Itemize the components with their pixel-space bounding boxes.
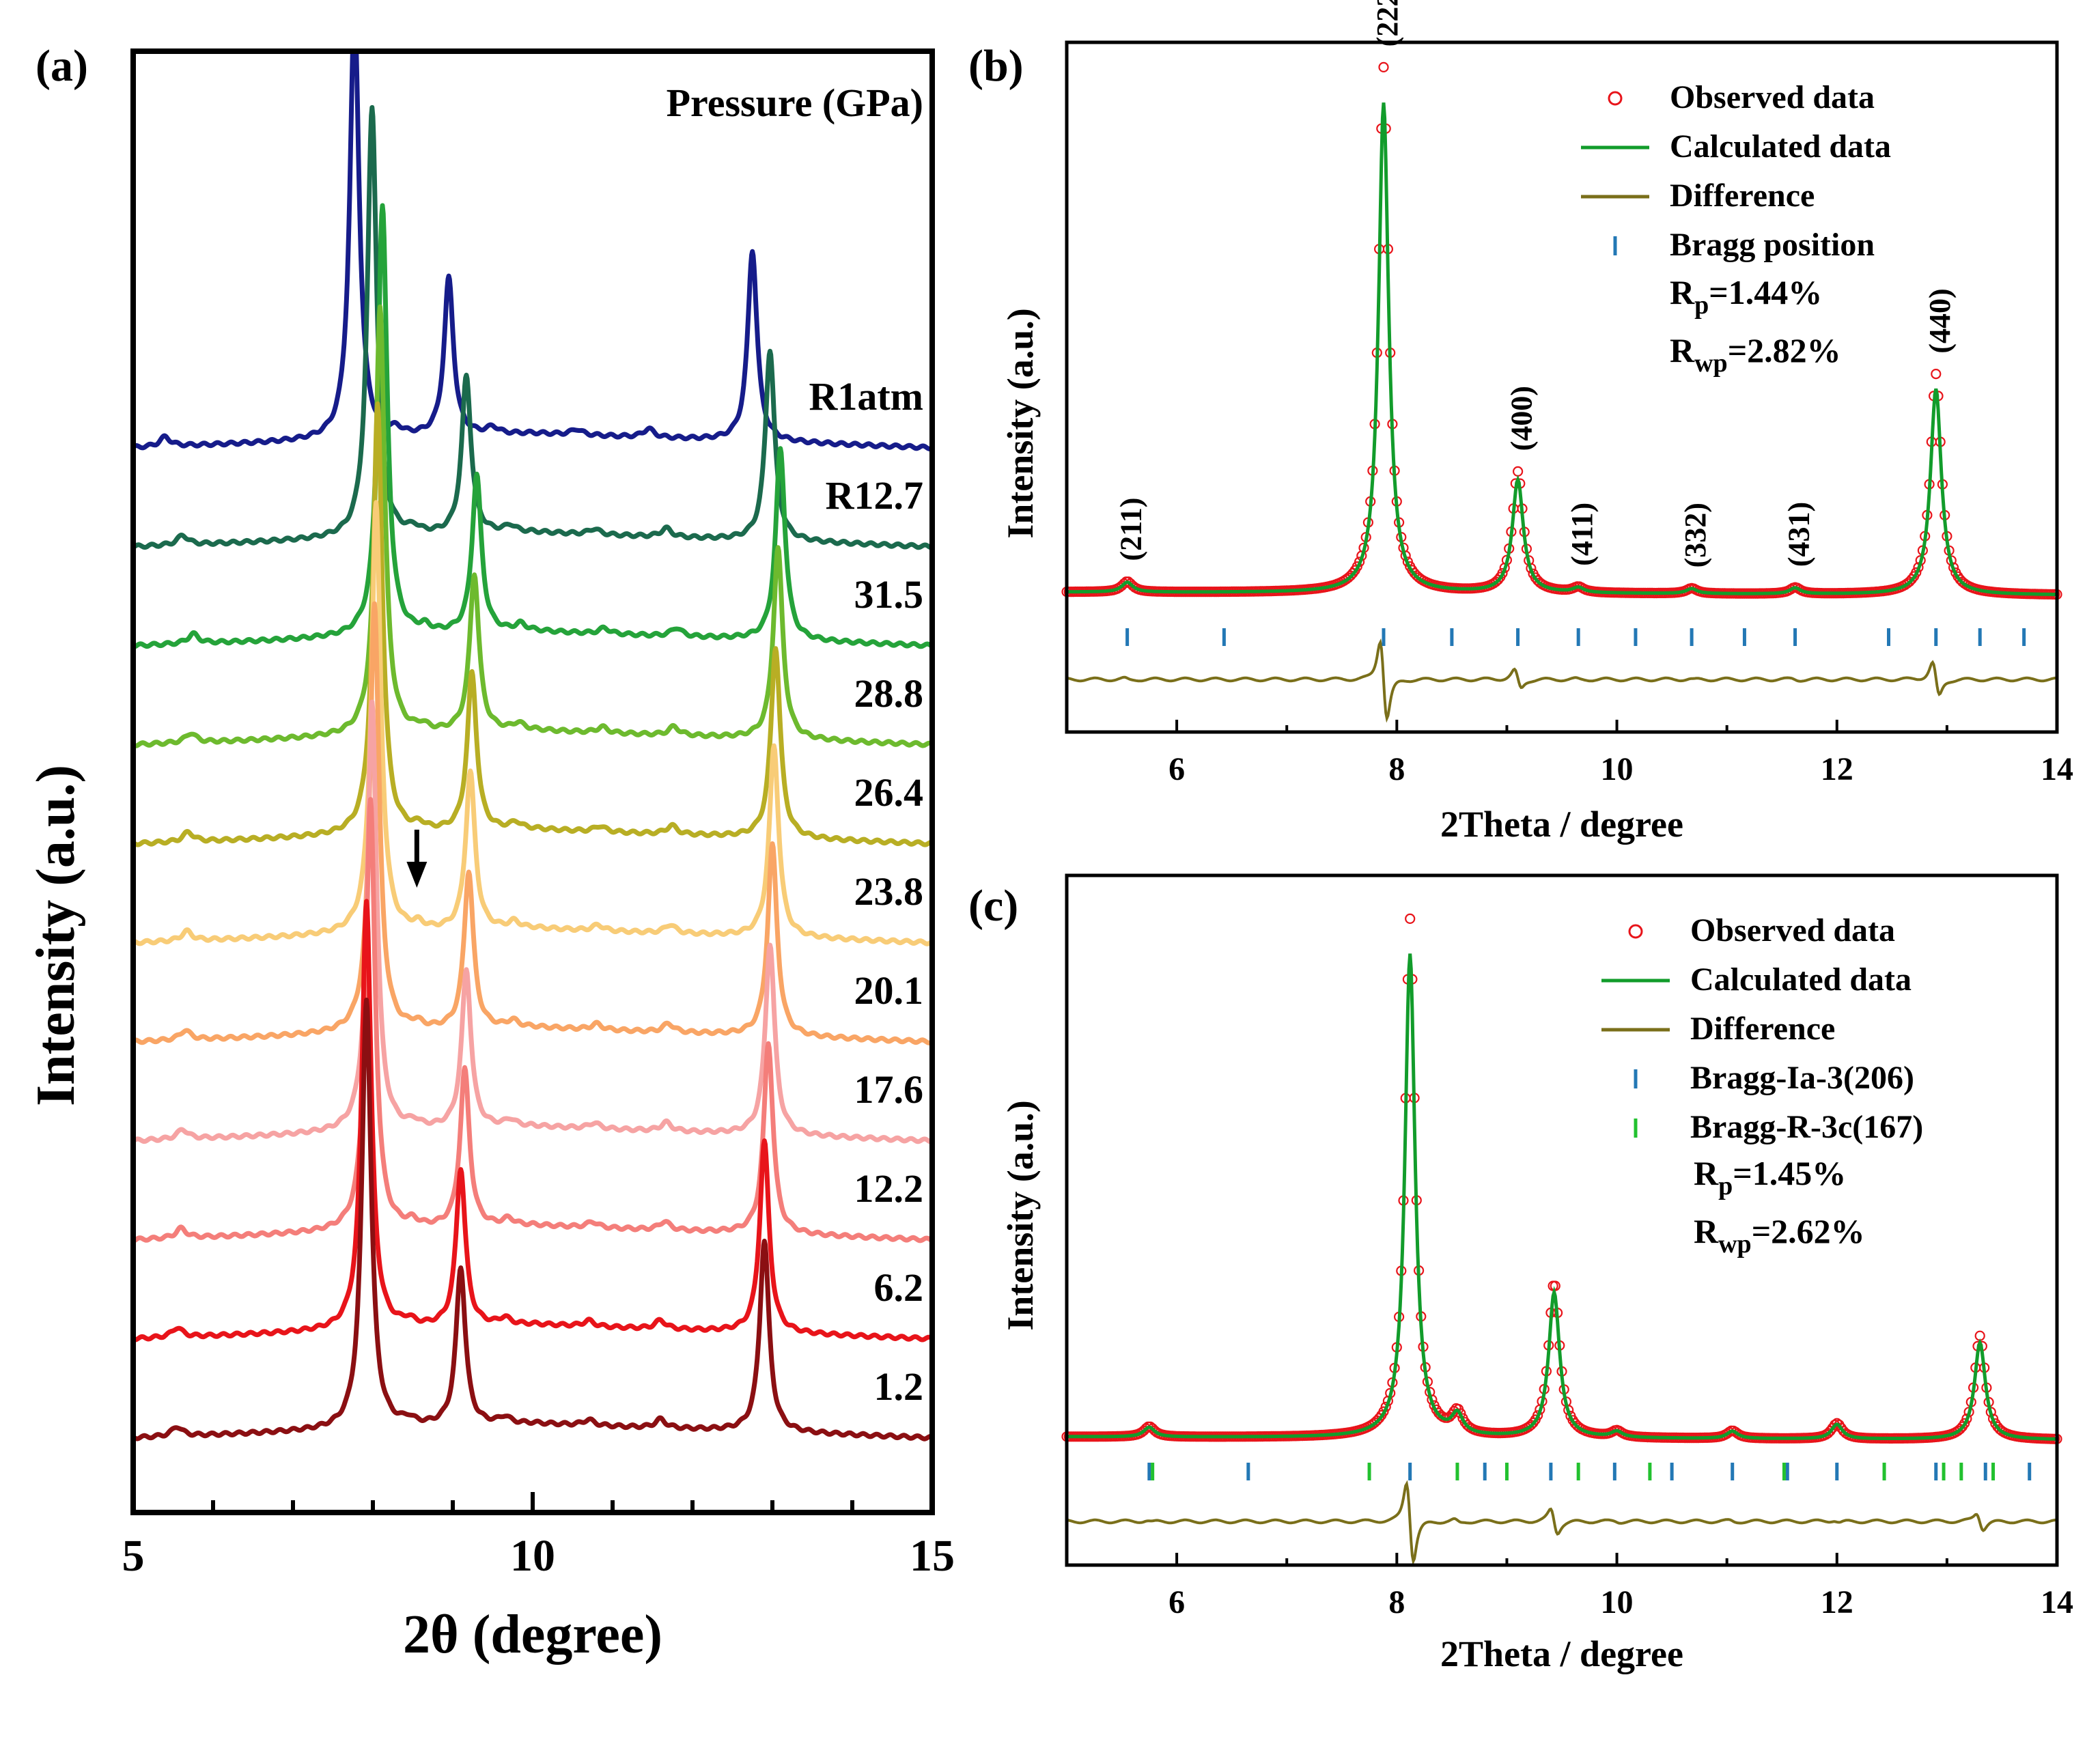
legend-label: Calculated data (1690, 961, 1912, 998)
legend-label: Bragg position (1670, 227, 1875, 263)
trace-label: 17.6 (854, 1067, 924, 1112)
legend-marker (1628, 924, 1643, 939)
hkl-label: (211) (1115, 498, 1148, 561)
x-tick-label: 14 (2041, 751, 2073, 787)
panel-c-x-ticks: 6 8 10 12 14 (1065, 1553, 2073, 1620)
trace-label: 6.2 (874, 1265, 924, 1310)
panel-c-letter: (c) (968, 881, 1018, 931)
trace-31.5 (133, 203, 932, 649)
trace-r12.7 (133, 104, 932, 551)
trace-label: 23.8 (854, 869, 924, 914)
legend-label: Observed data (1690, 912, 1895, 948)
x-tick-label: 12 (1821, 751, 1853, 787)
difference-line (1066, 1480, 2058, 1566)
panel-a-pressure-title: Pressure (GPa) (667, 81, 923, 125)
x-tick-label: 6 (1168, 751, 1185, 787)
panel-c-legend: Observed data Calculated data Difference Br… (1601, 912, 1923, 1145)
legend-label: Difference (1670, 178, 1815, 214)
panel-b-plot: (211) (222) (400) (411) (332) (431) (440) (1061, 0, 2062, 723)
x-tick-label: 15 (910, 1531, 955, 1581)
panel-b-letter: (b) (968, 41, 1024, 91)
trace-label: R1atm (809, 374, 923, 419)
x-tick-label: 10 (1601, 1584, 1634, 1620)
panel-b-legend: Observed data Calculated data Difference Br… (1581, 79, 1891, 263)
panel-c-plot (1061, 913, 2062, 1566)
trace-label: 1.2 (874, 1364, 924, 1409)
x-tick-label: 14 (2041, 1584, 2073, 1620)
panel-c-rwp: Rwp=2.62% (1694, 1212, 1865, 1258)
trace-label: 12.2 (854, 1166, 924, 1211)
x-tick-label: 5 (122, 1531, 145, 1581)
panel-b-ylabel: Intensity (a.u.) (1000, 308, 1041, 539)
legend-label: Bragg-R-3c(167) (1690, 1109, 1923, 1145)
trace-label: 28.8 (854, 671, 924, 716)
panel-a-ylabel: Intensity (a.u.) (26, 765, 86, 1106)
trace-label: 20.1 (854, 968, 924, 1013)
calculated-line (1067, 102, 2058, 597)
legend-label: Calculated data (1670, 128, 1891, 165)
panel-a-x-ticks: 5 10 15 (122, 1492, 955, 1581)
panel-c-xlabel: 2Theta / degree (1440, 1633, 1683, 1674)
panel-a-letter: (a) (36, 41, 88, 91)
x-tick-label: 8 (1388, 1584, 1405, 1620)
panel-b: (b) Intensity (a.u.) (211) (222) (400) (411… (968, 0, 2073, 845)
x-tick-label: 12 (1821, 1584, 1853, 1620)
legend-label: Difference (1690, 1011, 1835, 1047)
panel-a-trace-labels: R1atm R12.7 31.5 28.8 26.4 23.8 20.1 17.6 12.2 6.… (809, 374, 923, 1409)
trace-23.8 (133, 500, 932, 946)
trace-26.4 (133, 401, 932, 847)
panel-b-x-ticks: 6 8 10 12 14 (1065, 720, 2073, 787)
observed-point (1931, 368, 1942, 380)
legend-marker (1608, 91, 1623, 106)
hkl-label: (332) (1679, 503, 1712, 567)
observed-point (1405, 913, 1416, 925)
x-tick-label: 10 (1601, 751, 1634, 787)
down-arrow-icon (406, 830, 428, 888)
panel-b-xlabel: 2Theta / degree (1440, 804, 1683, 845)
hkl-label: (440) (1923, 288, 1957, 353)
trace-12.2 (133, 797, 932, 1243)
trace-r1atm (133, 51, 932, 451)
hkl-label: (411) (1565, 503, 1599, 566)
trace-6.2 (133, 899, 932, 1342)
panel-c: (c) Intensity (a.u.) 6 8 10 12 14 Observed d… (968, 873, 2073, 1674)
hkl-label: (400) (1505, 386, 1539, 451)
trace-1.2 (133, 998, 932, 1441)
panel-b-frame (1065, 40, 2059, 734)
trace-20.1 (133, 601, 932, 1045)
trace-label: 26.4 (854, 770, 924, 815)
x-tick-label: 10 (510, 1531, 555, 1581)
panel-a-traces (133, 51, 932, 1441)
legend-label: Bragg-Ia-3(206) (1690, 1060, 1914, 1096)
panel-a: (a) Intensity (a.u.) Pressure (GPa) R1at… (26, 41, 955, 1665)
calculated-line (1067, 953, 2057, 1441)
x-tick-label: 8 (1388, 751, 1405, 787)
panel-a-frame (130, 48, 935, 1515)
panel-b-rp: Rp=1.44% (1670, 273, 1822, 320)
panel-c-ylabel: Intensity (a.u.) (1000, 1100, 1041, 1331)
hkl-label: (431) (1782, 502, 1816, 567)
difference-line (1066, 638, 2058, 723)
panel-b-rwp: Rwp=2.82% (1670, 331, 1841, 378)
panel-c-frame (1065, 873, 2059, 1567)
hkl-label: (222) (1371, 0, 1404, 46)
panel-c-rp: Rp=1.45% (1694, 1154, 1846, 1200)
trace-28.8 (133, 304, 932, 748)
legend-label: Observed data (1670, 79, 1875, 115)
trace-label: 31.5 (854, 572, 924, 617)
panel-a-xlabel: 2θ (degree) (403, 1605, 662, 1665)
x-tick-label: 6 (1168, 1584, 1185, 1620)
observed-point (1378, 61, 1389, 73)
trace-label: R12.7 (826, 473, 923, 518)
trace-17.6 (133, 699, 932, 1144)
observed-point (1513, 466, 1524, 477)
